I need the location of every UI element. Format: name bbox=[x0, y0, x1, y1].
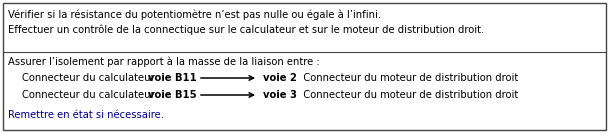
Text: voie B15: voie B15 bbox=[148, 90, 197, 100]
Text: Connecteur du moteur de distribution droit: Connecteur du moteur de distribution dro… bbox=[294, 73, 518, 83]
Text: Vérifier si la résistance du potentiomètre n’est pas nulle ou égale à l’infini.: Vérifier si la résistance du potentiomèt… bbox=[8, 10, 381, 20]
Text: voie B11: voie B11 bbox=[148, 73, 197, 83]
Text: Effectuer un contrôle de la connectique sur le calculateur et sur le moteur de d: Effectuer un contrôle de la connectique … bbox=[8, 25, 484, 35]
Text: Connecteur du calculateur: Connecteur du calculateur bbox=[22, 90, 158, 100]
Text: Connecteur du calculateur: Connecteur du calculateur bbox=[22, 73, 158, 83]
Text: Remettre en état si nécessaire.: Remettre en état si nécessaire. bbox=[8, 110, 164, 120]
Text: voie 2: voie 2 bbox=[263, 73, 297, 83]
Text: Connecteur du moteur de distribution droit: Connecteur du moteur de distribution dro… bbox=[294, 90, 518, 100]
Text: voie 3: voie 3 bbox=[263, 90, 297, 100]
Text: Assurer l’isolement par rapport à la masse de la liaison entre :: Assurer l’isolement par rapport à la mas… bbox=[8, 57, 320, 67]
